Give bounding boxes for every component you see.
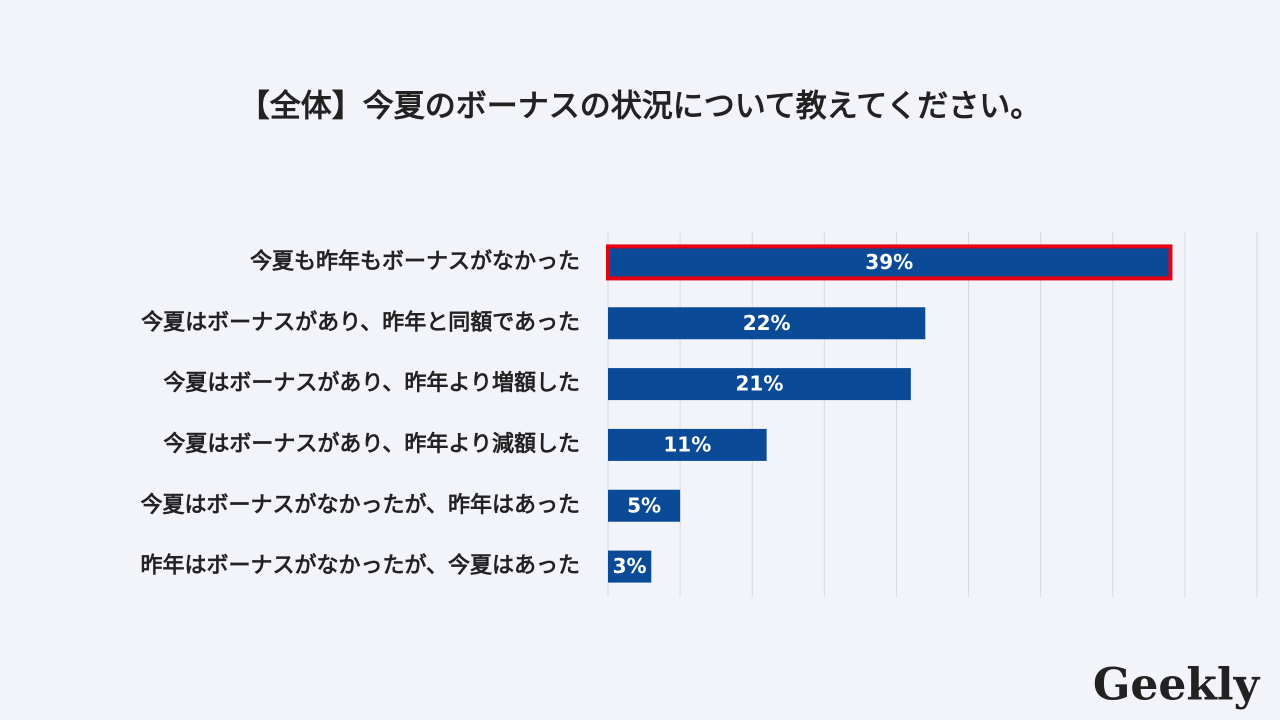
value-label: 11%: [663, 432, 711, 456]
bar: [608, 428, 767, 461]
bar: [608, 489, 681, 522]
category-label: 昨年はボーナスがなかったが、今夏はあった: [140, 553, 580, 579]
category-label: 今夏はボーナスがあり、昨年より増額した: [163, 370, 580, 396]
value-label: 39%: [865, 250, 913, 274]
bar: [608, 550, 652, 583]
bar: [606, 244, 1173, 281]
bar: [608, 368, 911, 401]
logo: Geekly: [1093, 660, 1261, 711]
category-label: 今夏はボーナスがあり、昨年と同額であった: [141, 309, 580, 335]
chart-title: 【全体】今夏のボーナスの状況について教えてください。: [239, 89, 1042, 125]
value-label: 5%: [627, 493, 661, 517]
bar: [608, 307, 926, 340]
category-label: 今夏も昨年もボーナスがなかった: [250, 248, 580, 274]
category-label: 今夏はボーナスがなかったが、昨年はあった: [140, 492, 580, 518]
value-label: 22%: [743, 311, 791, 335]
value-label: 3%: [613, 554, 647, 578]
category-label: 今夏はボーナスがあり、昨年より減額した: [163, 431, 580, 457]
value-label: 21%: [735, 372, 783, 396]
